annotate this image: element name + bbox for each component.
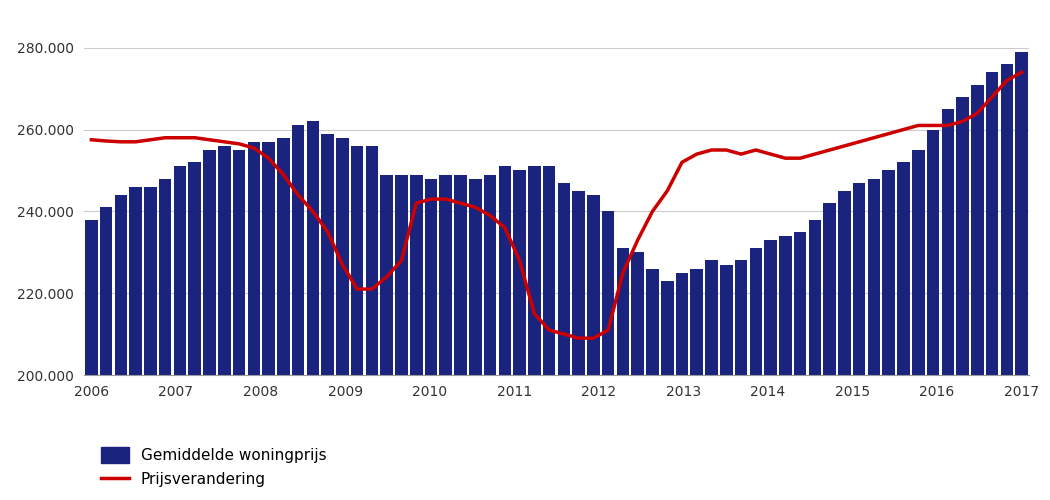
Bar <box>440 174 453 500</box>
Bar <box>986 72 999 500</box>
Bar <box>173 166 186 500</box>
Bar <box>779 236 792 500</box>
Bar <box>218 146 231 500</box>
Bar <box>129 187 142 500</box>
Bar <box>720 264 733 500</box>
Bar <box>499 166 511 500</box>
Bar <box>750 248 762 500</box>
Bar <box>277 138 290 500</box>
Bar <box>513 170 526 500</box>
Bar <box>631 252 644 500</box>
Bar <box>882 170 895 500</box>
Bar <box>100 208 112 500</box>
Bar <box>558 182 570 500</box>
Bar <box>262 142 275 500</box>
Bar <box>159 178 171 500</box>
Bar <box>660 281 673 500</box>
Bar <box>395 174 407 500</box>
Bar <box>351 146 363 500</box>
Bar <box>455 174 467 500</box>
Bar <box>484 174 497 500</box>
Bar <box>912 150 925 500</box>
Bar <box>321 134 334 500</box>
Bar <box>410 174 422 500</box>
Bar <box>572 191 585 500</box>
Bar <box>365 146 378 500</box>
Bar <box>528 166 541 500</box>
Bar <box>794 232 806 500</box>
Bar <box>587 195 600 500</box>
Bar <box>808 220 821 500</box>
Bar <box>188 162 201 500</box>
Bar <box>424 178 437 500</box>
Bar <box>853 182 865 500</box>
Bar <box>469 178 482 500</box>
Bar <box>867 178 880 500</box>
Bar <box>1015 52 1028 500</box>
Bar <box>735 260 748 500</box>
Bar <box>957 97 969 500</box>
Bar <box>292 126 304 500</box>
Bar <box>764 240 777 500</box>
Bar <box>646 268 658 500</box>
Bar <box>691 268 704 500</box>
Bar <box>307 122 319 500</box>
Bar <box>144 187 156 500</box>
Bar <box>543 166 555 500</box>
Bar <box>676 272 689 500</box>
Bar <box>942 109 954 500</box>
Bar <box>706 260 718 500</box>
Bar <box>248 142 260 500</box>
Bar <box>233 150 246 500</box>
Bar <box>602 212 614 500</box>
Bar <box>927 130 940 500</box>
Bar <box>1001 64 1013 500</box>
Bar <box>336 138 349 500</box>
Bar <box>616 248 629 500</box>
Bar <box>380 174 393 500</box>
Bar <box>823 203 836 500</box>
Bar <box>204 150 216 500</box>
Legend: Gemiddelde woningprijs, Prijsverandering: Gemiddelde woningprijs, Prijsverandering <box>101 448 327 487</box>
Bar <box>85 220 98 500</box>
Bar <box>114 195 127 500</box>
Bar <box>897 162 909 500</box>
Bar <box>971 84 984 500</box>
Bar <box>838 191 851 500</box>
